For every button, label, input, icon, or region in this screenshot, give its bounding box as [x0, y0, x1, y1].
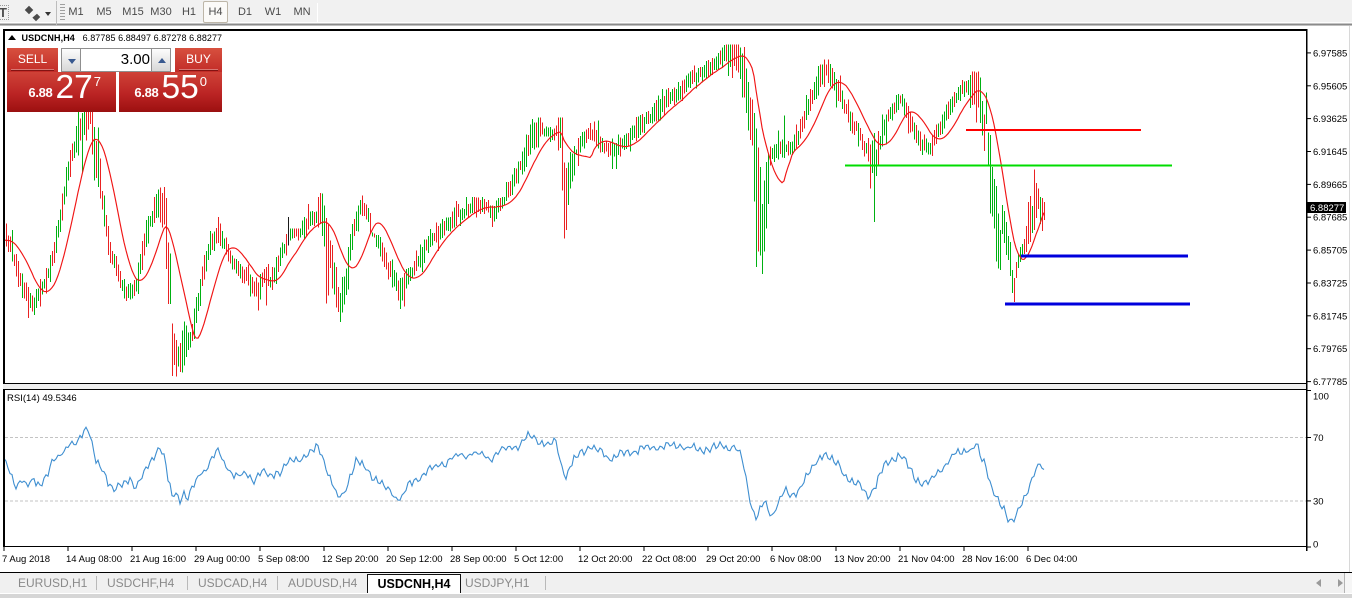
svg-text:70: 70	[1313, 433, 1324, 444]
svg-text:6.81745: 6.81745	[1313, 311, 1347, 322]
svg-text:7 Aug 2018: 7 Aug 2018	[2, 554, 50, 565]
svg-text:6.87685: 6.87685	[1313, 213, 1347, 224]
svg-text:29 Aug 00:00: 29 Aug 00:00	[194, 554, 250, 565]
svg-text:6.85705: 6.85705	[1313, 246, 1347, 257]
svg-text:6.77785: 6.77785	[1313, 377, 1347, 388]
svg-text:5 Sep 08:00: 5 Sep 08:00	[258, 554, 309, 565]
svg-text:29 Oct 20:00: 29 Oct 20:00	[706, 554, 760, 565]
svg-text:6.88277: 6.88277	[1310, 203, 1344, 214]
svg-text:28 Nov 16:00: 28 Nov 16:00	[962, 554, 1019, 565]
svg-text:6 Nov 08:00: 6 Nov 08:00	[770, 554, 821, 565]
svg-text:22 Oct 08:00: 22 Oct 08:00	[642, 554, 696, 565]
svg-text:6.93625: 6.93625	[1313, 114, 1347, 125]
svg-text:6.89665: 6.89665	[1313, 180, 1347, 191]
svg-text:28 Sep 00:00: 28 Sep 00:00	[450, 554, 507, 565]
svg-text:6 Dec 04:00: 6 Dec 04:00	[1026, 554, 1077, 565]
svg-text:13 Nov 20:00: 13 Nov 20:00	[834, 554, 891, 565]
svg-text:6.79765: 6.79765	[1313, 344, 1347, 355]
svg-text:21 Nov 04:00: 21 Nov 04:00	[898, 554, 955, 565]
svg-text:12 Sep 20:00: 12 Sep 20:00	[322, 554, 379, 565]
svg-text:0: 0	[1313, 539, 1318, 550]
svg-text:5 Oct 12:00: 5 Oct 12:00	[514, 554, 563, 565]
svg-text:20 Sep 12:00: 20 Sep 12:00	[386, 554, 443, 565]
svg-text:6.97585: 6.97585	[1313, 48, 1347, 59]
svg-text:30: 30	[1313, 496, 1324, 507]
svg-text:100: 100	[1313, 392, 1329, 403]
svg-text:6.95605: 6.95605	[1313, 81, 1347, 92]
svg-text:6.91645: 6.91645	[1313, 147, 1347, 158]
svg-text:6.83725: 6.83725	[1313, 279, 1347, 290]
svg-text:12 Oct 20:00: 12 Oct 20:00	[578, 554, 632, 565]
svg-text:14 Aug 08:00: 14 Aug 08:00	[66, 554, 122, 565]
svg-text:21 Aug 16:00: 21 Aug 16:00	[130, 554, 186, 565]
svg-text:RSI(14) 49.5346: RSI(14) 49.5346	[7, 393, 77, 404]
